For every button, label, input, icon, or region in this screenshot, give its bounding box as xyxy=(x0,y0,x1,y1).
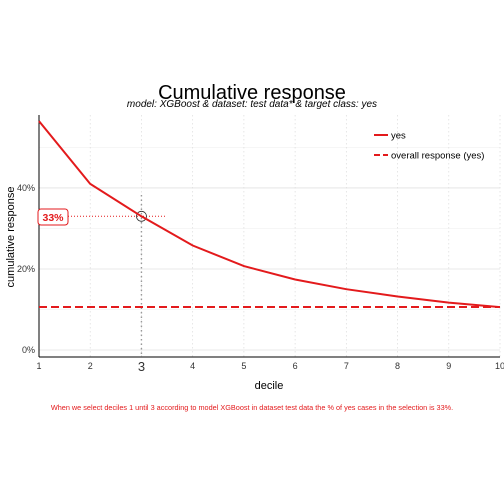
x-tick-label: 5 xyxy=(241,361,246,371)
callout-box xyxy=(37,208,69,226)
y-tick-label: 40% xyxy=(17,183,35,193)
y-tick-label: 20% xyxy=(17,264,35,274)
tick-labels: 0% 20% 40% 1 2 3 4 5 6 7 8 9 10 xyxy=(17,183,504,374)
y-axis-title: cumulative response xyxy=(5,187,17,288)
x-tick-label: 3 xyxy=(138,359,145,374)
legend-label-overall: overall response (yes) xyxy=(391,151,484,162)
x-tick-label: 1 xyxy=(36,361,41,371)
axes xyxy=(38,115,500,358)
series-line-yes xyxy=(38,120,501,309)
legend: yes overall response (yes) xyxy=(374,131,484,162)
highlight-guides xyxy=(68,195,165,357)
x-tick-label: 6 xyxy=(293,361,298,371)
highlight-marker xyxy=(136,210,147,222)
x-tick-label: 7 xyxy=(344,361,349,371)
grid xyxy=(38,115,501,357)
x-tick-label: 8 xyxy=(395,361,400,371)
y-tick-label: 0% xyxy=(22,345,35,355)
x-tick-label: 9 xyxy=(446,361,451,371)
footnote: When we select deciles 1 until 3 accordi… xyxy=(51,403,453,412)
legend-label-yes: yes xyxy=(391,131,406,142)
series-lines xyxy=(38,120,501,309)
x-tick-label: 10 xyxy=(495,361,504,371)
callout-label: 33% xyxy=(42,212,64,224)
highlight-callout: 33% xyxy=(37,208,69,226)
chart-title: Cumulative response xyxy=(158,82,346,104)
x-tick-label: 4 xyxy=(190,361,195,371)
x-axis-title: decile xyxy=(255,380,284,392)
x-tick-label: 2 xyxy=(88,361,93,371)
chart-subtitle: model: XGBoost & dataset: test data* & t… xyxy=(127,99,377,110)
